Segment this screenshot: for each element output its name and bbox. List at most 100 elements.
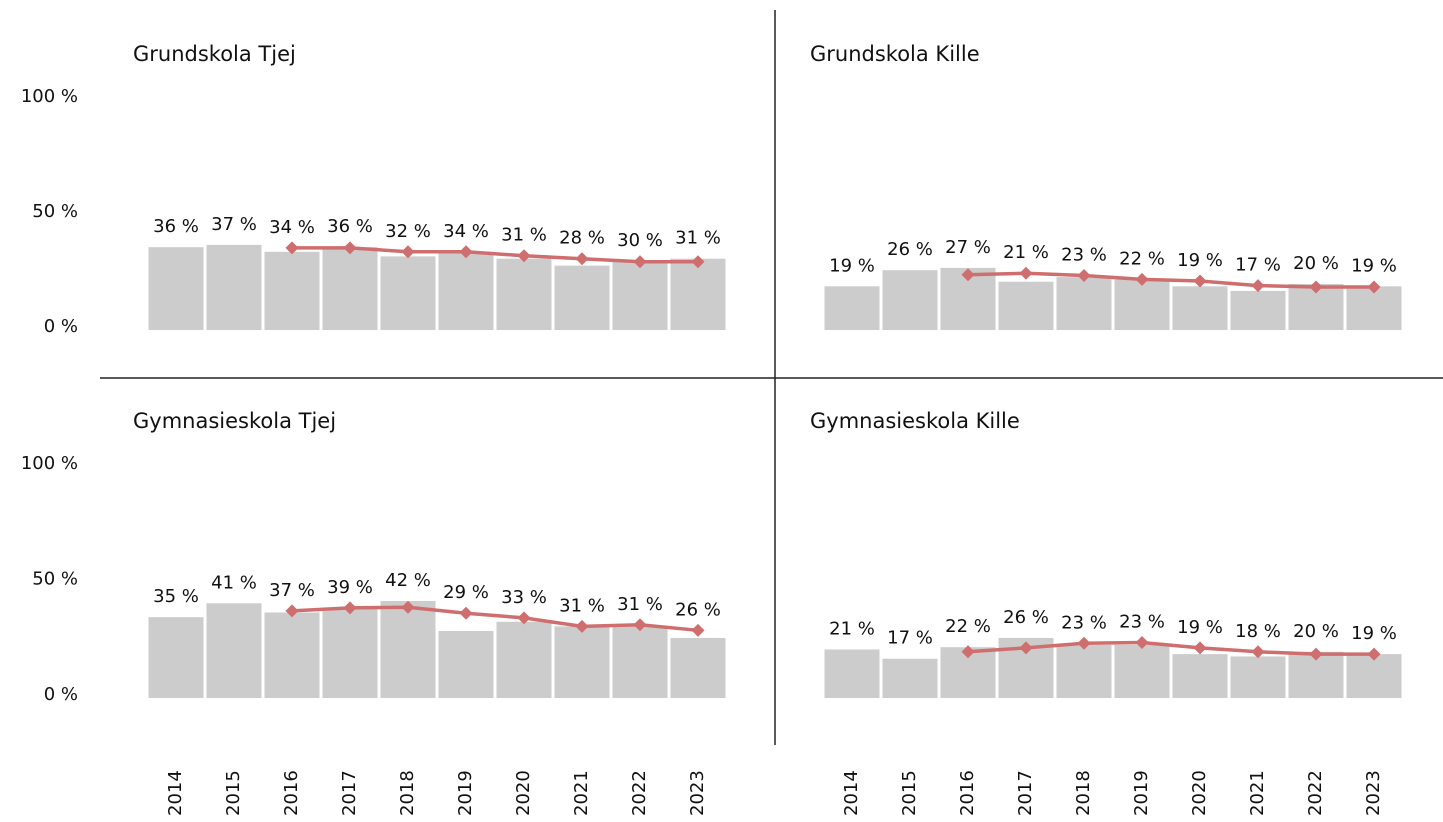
value-label: 28 %	[559, 228, 605, 249]
bar	[612, 261, 668, 330]
value-label: 26 %	[887, 239, 933, 260]
bar	[998, 281, 1054, 330]
marker	[1135, 636, 1149, 650]
value-label: 23 %	[1061, 612, 1107, 633]
value-label: 26 %	[675, 599, 721, 620]
value-label: 33 %	[501, 587, 547, 608]
x-tick-label: 2017	[339, 770, 360, 816]
value-label: 20 %	[1293, 253, 1339, 274]
value-label: 22 %	[945, 616, 991, 637]
bar	[1230, 656, 1286, 698]
marker	[343, 241, 357, 255]
marker	[633, 255, 647, 269]
marker	[1367, 280, 1381, 294]
marker	[691, 255, 705, 269]
bar	[1114, 279, 1170, 330]
value-label: 21 %	[829, 618, 875, 639]
y-tick-label: 100 %	[21, 453, 78, 474]
x-tick-label: 2023	[1363, 770, 1384, 816]
value-label: 19 %	[1351, 623, 1397, 644]
value-label: 26 %	[1003, 607, 1049, 628]
x-tick-label: 2014	[165, 770, 186, 816]
value-label: 19 %	[1351, 255, 1397, 276]
bar	[322, 247, 378, 330]
value-label: 31 %	[559, 595, 605, 616]
value-label: 19 %	[829, 255, 875, 276]
value-label: 18 %	[1235, 621, 1281, 642]
bar	[380, 256, 436, 330]
bar	[206, 244, 262, 330]
value-label: 35 %	[153, 586, 199, 607]
value-label: 23 %	[1061, 244, 1107, 265]
value-label: 17 %	[887, 628, 933, 649]
value-label: 34 %	[443, 221, 489, 242]
value-label: 19 %	[1177, 617, 1223, 638]
marker	[1193, 274, 1207, 288]
bar	[380, 600, 436, 698]
x-tick-label: 2015	[223, 770, 244, 816]
marker	[1019, 266, 1033, 280]
x-tick-label: 2022	[1305, 770, 1326, 816]
marker	[1251, 645, 1265, 659]
marker	[961, 268, 975, 282]
value-label: 31 %	[675, 228, 721, 249]
marker	[1251, 279, 1265, 293]
value-label: 39 %	[327, 577, 373, 598]
y-tick-label: 0 %	[44, 316, 78, 337]
x-tick-label: 2022	[629, 770, 650, 816]
marker	[459, 245, 473, 259]
marker	[1077, 636, 1091, 650]
value-label: 36 %	[327, 216, 373, 237]
marker	[691, 623, 705, 637]
value-label: 20 %	[1293, 621, 1339, 642]
marker	[961, 645, 975, 659]
y-tick-label: 100 %	[21, 86, 78, 107]
value-label: 29 %	[443, 582, 489, 603]
marker	[343, 601, 357, 615]
x-tick-label: 2021	[571, 770, 592, 816]
bar	[1056, 277, 1112, 330]
x-tick-label: 2021	[1247, 770, 1268, 816]
bar	[496, 258, 552, 330]
marker	[517, 611, 531, 625]
marker	[1309, 647, 1323, 661]
value-label: 21 %	[1003, 242, 1049, 263]
value-label: 17 %	[1235, 255, 1281, 276]
x-tick-label: 2014	[841, 770, 862, 816]
panel-title: Grundskola Kille	[810, 42, 980, 66]
bar	[882, 270, 938, 330]
value-label: 31 %	[501, 225, 547, 246]
value-label: 36 %	[153, 216, 199, 237]
x-tick-label: 2017	[1015, 770, 1036, 816]
y-tick-label: 50 %	[32, 201, 78, 222]
bar	[1172, 286, 1228, 330]
bar	[1056, 644, 1112, 698]
marker	[401, 245, 415, 259]
marker	[285, 604, 299, 618]
value-label: 34 %	[269, 217, 315, 238]
marker	[1367, 647, 1381, 661]
x-tick-label: 2020	[513, 770, 534, 816]
bar	[438, 631, 494, 698]
x-tick-label: 2018	[1073, 770, 1094, 816]
marker	[575, 619, 589, 633]
marker	[1135, 272, 1149, 286]
marker	[285, 241, 299, 255]
x-tick-label: 2023	[687, 770, 708, 816]
marker	[575, 252, 589, 266]
x-tick-label: 2020	[1189, 770, 1210, 816]
x-tick-label: 2015	[899, 770, 920, 816]
x-tick-label: 2018	[397, 770, 418, 816]
bar	[496, 621, 552, 698]
bar	[148, 617, 204, 698]
x-tick-label: 2016	[281, 770, 302, 816]
value-label: 32 %	[385, 221, 431, 242]
bar	[148, 247, 204, 330]
marker	[1193, 641, 1207, 655]
y-tick-label: 50 %	[32, 569, 78, 590]
marker	[1077, 268, 1091, 282]
bar	[824, 649, 880, 698]
value-label: 30 %	[617, 230, 663, 251]
bar	[554, 626, 610, 698]
